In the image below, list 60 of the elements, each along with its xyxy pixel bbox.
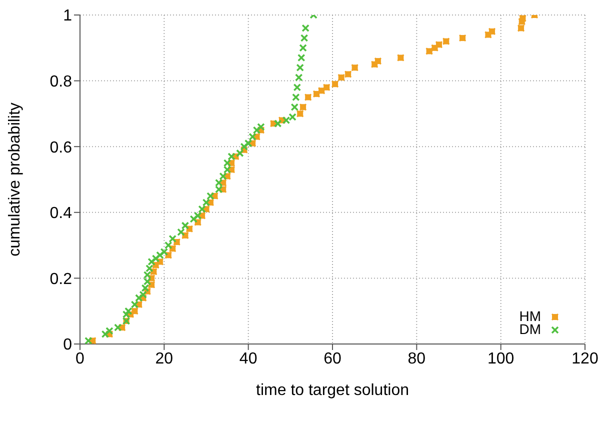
x-tick-label: 100: [487, 350, 514, 368]
x-tick-label: 20: [155, 350, 174, 368]
point: [141, 284, 150, 292]
y-tick-label: 0: [63, 336, 72, 354]
legend-label: HM: [519, 308, 541, 324]
point: [292, 93, 300, 102]
point: [223, 159, 232, 167]
point: [219, 172, 227, 180]
point: [294, 74, 303, 82]
point: [143, 271, 152, 279]
point: [293, 83, 302, 92]
point: [139, 290, 148, 299]
point: [248, 132, 256, 141]
point: [122, 310, 130, 318]
point: [143, 278, 152, 286]
point: [101, 330, 110, 338]
point: [160, 248, 168, 256]
x-tick-label: 80: [408, 350, 426, 368]
point: [240, 142, 248, 150]
point: [152, 254, 160, 262]
point: [290, 103, 299, 112]
point: [236, 149, 244, 158]
point: [146, 264, 154, 272]
point: [114, 324, 122, 332]
point: [168, 234, 176, 243]
y-tick-label: 0.2: [50, 270, 72, 288]
point: [130, 300, 139, 308]
y-tick-label: 1: [63, 8, 72, 25]
y-tick-label: 0.4: [50, 205, 72, 222]
point: [202, 198, 210, 206]
point: [206, 192, 214, 200]
x-tick-label: 0: [76, 350, 85, 368]
point: [214, 185, 223, 194]
y-tick-label: 0.8: [50, 73, 72, 90]
point: [194, 212, 202, 220]
point: [300, 34, 308, 42]
x-tick-label: 60: [324, 350, 342, 368]
point: [274, 120, 282, 128]
legend-label: DM: [519, 321, 541, 337]
point: [244, 139, 252, 148]
point: [181, 222, 190, 230]
point: [164, 241, 172, 250]
point: [177, 228, 185, 236]
y-axis-title: cumulative probability: [6, 102, 24, 256]
x-tick-label: 40: [239, 350, 258, 368]
point: [214, 178, 223, 187]
point: [299, 44, 307, 52]
point: [296, 64, 304, 72]
point: [252, 126, 261, 134]
point: [84, 336, 92, 344]
x-tick-label: 120: [572, 350, 598, 368]
point: [124, 307, 132, 315]
point: [190, 215, 198, 223]
point: [297, 54, 306, 62]
x-axis-title: time to target solution: [256, 382, 409, 399]
y-tick-label: 0.6: [50, 139, 72, 156]
point: [198, 205, 206, 214]
point: [228, 152, 236, 160]
point: [302, 24, 310, 32]
point: [223, 166, 232, 174]
